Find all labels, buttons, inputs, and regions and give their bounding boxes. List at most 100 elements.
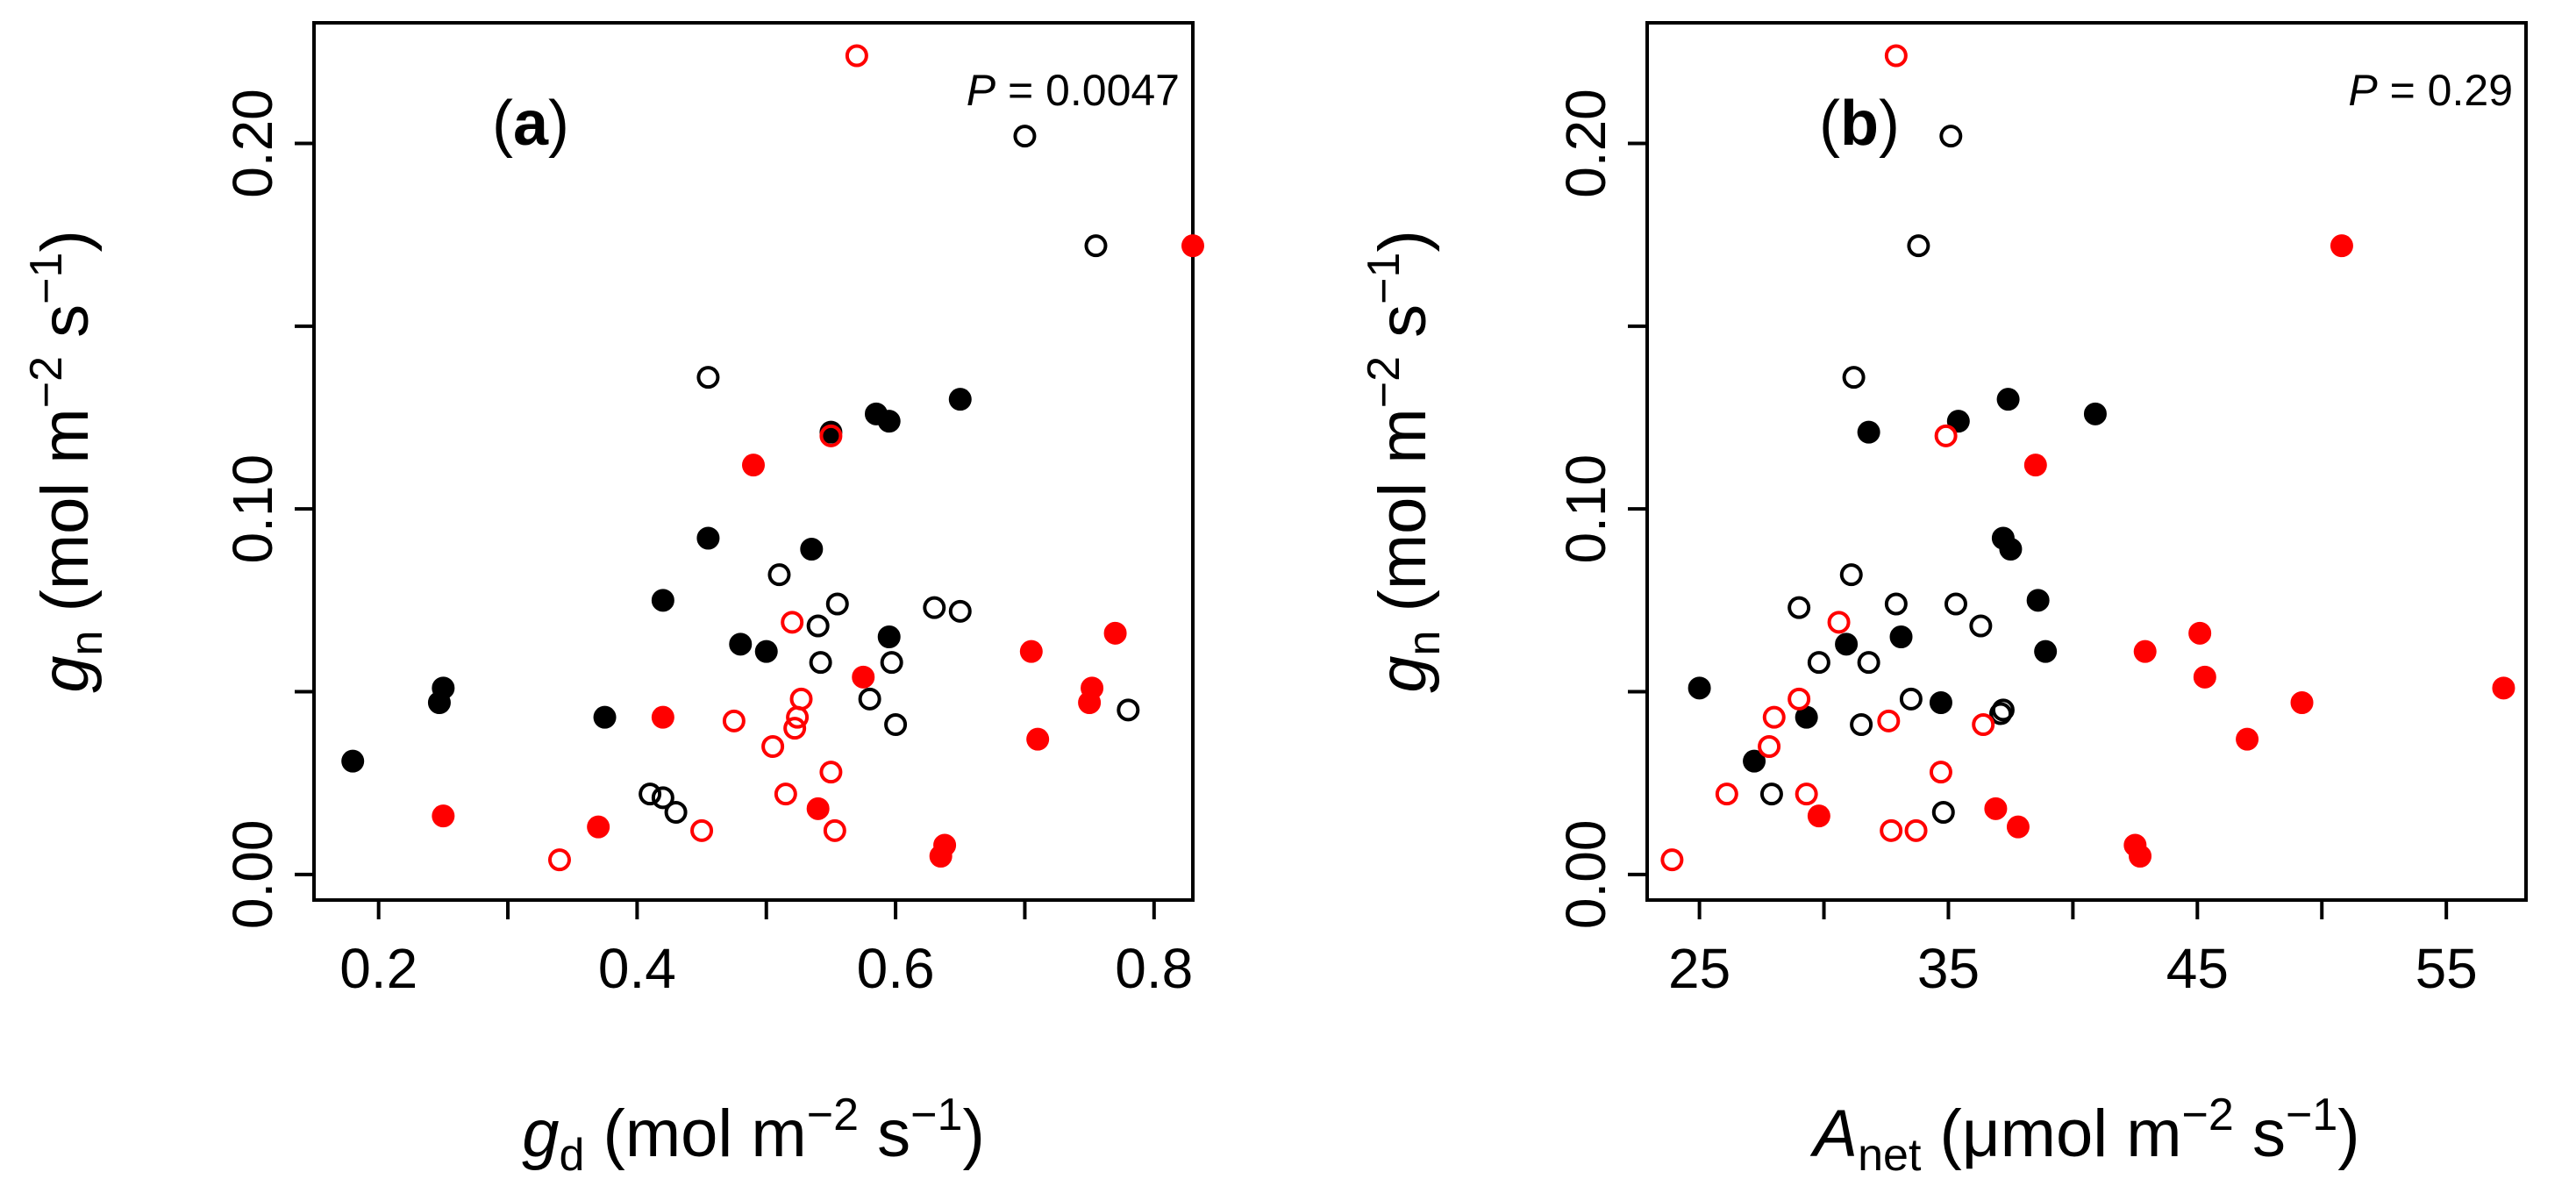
panel-b-point-black-filled [1688, 676, 1711, 700]
panel-b-point-red-filled [1807, 804, 1830, 828]
panel-b-point-red-filled [2188, 621, 2212, 645]
panel-b-point-black-filled [1929, 691, 1952, 714]
panel-b-x-axis: 25 35 45 55 [1668, 900, 2478, 1000]
panel-a-point-red-filled [1181, 234, 1204, 258]
panel-b-point-black-open [1939, 125, 1963, 148]
panel-a-point-black-open [1117, 698, 1140, 722]
panel-b-x-tick-label: 25 [1668, 937, 1730, 1000]
panel-b-point-black-filled [1999, 538, 2023, 561]
panel-b-point-red-open [1884, 44, 1908, 68]
panel-b-point-black-filled [1996, 388, 2020, 411]
panel-a-point-red-filled [742, 454, 765, 477]
panel-a-point-black-open [923, 596, 946, 619]
panel-a-frame [312, 21, 1195, 902]
panel-a-point-red-open [783, 717, 807, 740]
panel-a-y-tick-label: 0.10 [221, 454, 284, 564]
panel-a-point-red-filled [933, 833, 957, 857]
panel-b-y-title: gn (mol m−2 s−1) [1359, 230, 1450, 693]
panel-b-point-red-open [1972, 713, 1995, 736]
panel-b-point-red-filled [2290, 691, 2314, 714]
panel-a-point-red-filled [1019, 640, 1043, 663]
panel-a-point-black-filled [432, 676, 455, 700]
panel-b-point-red-filled [2133, 640, 2157, 663]
panel-b-point-black-filled [1889, 625, 1913, 648]
panel-b-point-red-filled [2023, 454, 2047, 477]
panel-b-point-black-filled [1946, 410, 1970, 433]
panel-b-point-red-open [1934, 424, 1958, 447]
panel-b-point-red-filled [2193, 665, 2216, 689]
panel-b-point-black-filled [1835, 632, 1859, 656]
panel-a-point-red-open [781, 611, 804, 634]
panel-b-point-red-filled [1984, 797, 2008, 820]
panel-b-point-red-open [1877, 709, 1901, 732]
panel-b-point-black-open [1842, 366, 1866, 389]
panel-a-x-tick-label: 0.4 [598, 937, 676, 1000]
panel-b-point-black-open [1944, 592, 1967, 616]
panel-b: 25 35 45 55 0.00 0.10 0.20 (b) P = 0.29 Anet … [1359, 21, 2528, 1179]
panel-a-point-black-open [825, 592, 849, 616]
panel-a-point-black-open [1013, 125, 1037, 148]
panel-a-point-red-open [774, 782, 797, 806]
panel-b-point-black-open [1969, 614, 1993, 638]
panel-b-x-tick-label: 45 [2166, 937, 2229, 1000]
panel-b-point-black-open [1759, 782, 1783, 806]
panel-b-point-black-open [1807, 651, 1830, 675]
panel-b-point-red-open [1758, 735, 1781, 758]
panel-a-point-red-open [823, 818, 846, 842]
panel-b-point-red-open [1762, 705, 1786, 729]
panel-a-points [341, 44, 1204, 872]
panel-a-point-black-open [639, 782, 662, 806]
panel-a-point-red-filled [1081, 676, 1104, 700]
panel-b-point-black-open [1899, 687, 1923, 711]
panel-b-point-black-open [1857, 651, 1880, 675]
panel-b-point-red-filled [2129, 845, 2152, 868]
panel-a-point-black-open [767, 563, 791, 587]
panel-a-x-tick-label: 0.2 [339, 937, 417, 1000]
panel-b-y-tick-label: 0.10 [1554, 454, 1617, 564]
panel-b-point-black-open [1850, 713, 1873, 736]
panel-b-point-black-open [1788, 596, 1811, 619]
panel-b-x-title: Anet (μmol m−2 s−1) [1809, 1090, 2359, 1179]
panel-b-point-red-open [1827, 611, 1851, 634]
panel-b-point-red-filled [2006, 815, 2030, 839]
panel-a-point-black-open [651, 786, 674, 810]
panel-a-x-tick-label: 0.8 [1115, 937, 1193, 1000]
panel-a-point-red-open [761, 735, 785, 758]
panel-a-label: (a) [492, 89, 569, 159]
panel-a-point-red-open [690, 818, 714, 842]
panel-b-point-black-filled [2083, 402, 2107, 425]
panel-b-x-tick-label: 55 [2415, 937, 2478, 1000]
panel-a-point-red-filled [432, 804, 455, 828]
panel-a-point-black-open [858, 687, 881, 711]
panel-b-point-red-filled [2330, 234, 2353, 258]
panel-a-point-black-open [880, 651, 903, 675]
panel-a-point-black-filled [948, 388, 972, 411]
panel-a-point-black-filled [754, 640, 778, 663]
panel-a-p-value: P = 0.0047 [967, 66, 1180, 115]
panel-a-point-red-open [819, 424, 843, 447]
panel-a-y-title: gn (mol m−2 s−1) [21, 230, 112, 693]
panel-a-point-black-open [696, 366, 720, 389]
panel-a-point-black-filled [729, 632, 753, 656]
panel-a-point-black-open [809, 651, 832, 675]
panel-a-point-black-filled [877, 625, 901, 648]
panel-a: 0.2 0.4 0.6 0.8 0.00 0.10 0.20 (a) P = 0.0047… [21, 21, 1204, 1179]
panel-b-y-tick-label: 0.00 [1554, 820, 1617, 930]
panel-b-point-red-open [1788, 687, 1811, 711]
panel-a-point-red-open [722, 709, 746, 732]
panel-b-point-red-open [1715, 782, 1738, 806]
panel-a-point-black-filled [696, 526, 720, 550]
panel-b-y-tick-label: 0.20 [1554, 89, 1617, 198]
panel-a-point-black-filled [877, 410, 901, 433]
panel-b-p-value: P = 0.29 [2348, 66, 2513, 115]
panel-a-point-black-filled [651, 589, 674, 612]
panel-b-point-black-open [1884, 592, 1908, 616]
panel-b-point-black-filled [1743, 749, 1766, 773]
panel-a-point-red-filled [1103, 621, 1127, 645]
panel-b-frame [1645, 21, 2528, 902]
panel-a-point-black-filled [341, 749, 365, 773]
panel-a-point-red-filled [587, 815, 610, 839]
panel-a-x-axis: 0.2 0.4 0.6 0.8 [339, 900, 1193, 1000]
panel-a-point-red-filled [852, 665, 875, 689]
